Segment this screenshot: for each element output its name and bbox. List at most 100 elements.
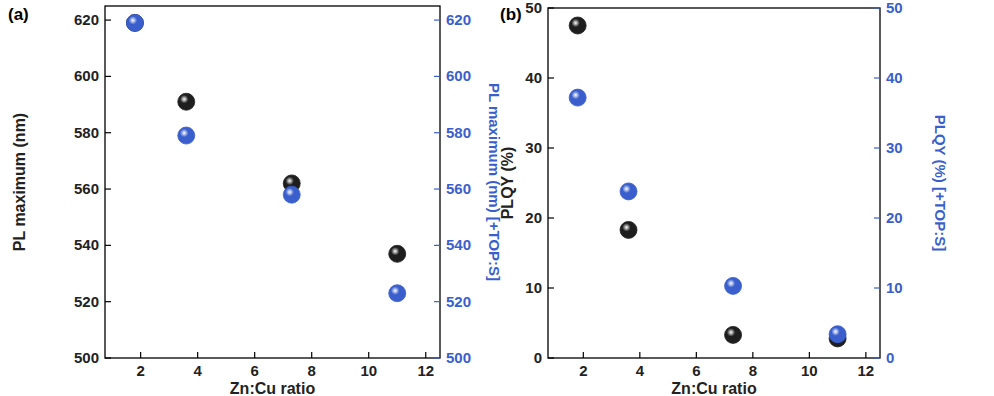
x-tick-label: 10 (801, 362, 818, 379)
marks (126, 14, 405, 301)
y-tick-label: 580 (74, 124, 99, 141)
x-tick (809, 352, 810, 358)
y-tick (548, 357, 554, 358)
x-tick-label: 12 (417, 362, 434, 379)
panel: 246810120102030405001020304050Zn:Cu rati… (499, 0, 949, 396)
y2-tick-label: 0 (886, 349, 894, 366)
point (569, 89, 586, 106)
x-tick (639, 352, 640, 358)
y-tick (105, 357, 111, 358)
y-tick-label: 560 (74, 180, 99, 197)
y2-tick (434, 76, 440, 77)
y-tick-label: 520 (74, 293, 99, 310)
x-tick-label: 10 (360, 362, 377, 379)
panel-label: (b) (500, 5, 522, 24)
point (569, 17, 586, 34)
figure: 2468101250052054056058060062050052054056… (0, 0, 994, 396)
x-tick (865, 352, 866, 358)
x-tick-label: 12 (858, 362, 875, 379)
y2-tick (434, 19, 440, 20)
point (620, 183, 637, 200)
y2-tick (874, 357, 880, 358)
x-tick-label: 8 (308, 362, 316, 379)
y-tick (548, 287, 554, 288)
y2-tick (434, 357, 440, 358)
y2-tick-label: 620 (446, 11, 471, 28)
x-axis-title: Zn:Cu ratio (230, 380, 316, 396)
x-tick (197, 352, 198, 358)
x-tick-label: 4 (636, 362, 645, 379)
y2-tick (874, 217, 880, 218)
y2-tick (434, 245, 440, 246)
y2-tick (434, 132, 440, 133)
y2-tick (874, 77, 880, 78)
x-tick (583, 352, 584, 358)
point (126, 14, 143, 31)
x-tick (696, 352, 697, 358)
point (283, 186, 300, 203)
y-tick-label: 20 (525, 209, 542, 226)
y-tick-label: 10 (525, 279, 542, 296)
y-axis-title: PL maximum (nm) (11, 113, 28, 251)
x-axis-title: Zn:Cu ratio (671, 380, 757, 396)
y-tick (105, 301, 111, 302)
y2-tick-label: 50 (886, 0, 903, 16)
y2-tick-label: 40 (886, 69, 903, 86)
y-tick (105, 132, 111, 133)
y2-tick-label: 540 (446, 236, 471, 253)
y2-tick-label: 520 (446, 293, 471, 310)
y2-axis-title: PLQY (%) [+TOP:S] (932, 115, 949, 252)
y-tick-label: 50 (525, 0, 542, 16)
marks (569, 17, 846, 347)
panel-label: (a) (8, 5, 29, 24)
x-tick-label: 4 (193, 362, 202, 379)
y2-tick-label: 600 (446, 67, 471, 84)
y-tick (105, 245, 111, 246)
plot-frame (548, 8, 880, 358)
point (829, 326, 846, 343)
y2-tick-label: 20 (886, 209, 903, 226)
y2-tick-label: 580 (446, 124, 471, 141)
y-tick-label: 620 (74, 11, 99, 28)
point (620, 221, 637, 238)
point (178, 127, 195, 144)
y-tick-label: 40 (525, 69, 542, 86)
x-tick-label: 2 (136, 362, 144, 379)
x-tick (254, 352, 255, 358)
x-tick-label: 8 (749, 362, 757, 379)
panel: 2468101250052054056058060062050052054056… (8, 5, 503, 396)
y2-tick-label: 500 (446, 349, 471, 366)
y2-tick-label: 560 (446, 180, 471, 197)
y2-tick (874, 147, 880, 148)
x-tick (368, 352, 369, 358)
y-tick-label: 0 (534, 349, 542, 366)
y-tick (548, 77, 554, 78)
y-tick-label: 30 (525, 139, 542, 156)
x-tick (311, 352, 312, 358)
point (126, 14, 143, 31)
y2-tick-label: 10 (886, 279, 903, 296)
y-tick-label: 600 (74, 67, 99, 84)
x-tick-label: 6 (251, 362, 259, 379)
y-tick (105, 76, 111, 77)
y-tick (105, 19, 111, 20)
y-tick (548, 147, 554, 148)
x-tick-label: 2 (579, 362, 587, 379)
y-tick-label: 500 (74, 349, 99, 366)
point (178, 93, 195, 110)
point (389, 285, 406, 302)
x-tick (425, 352, 426, 358)
y2-tick-label: 30 (886, 139, 903, 156)
point (725, 326, 742, 343)
y2-tick (874, 287, 880, 288)
x-tick (752, 352, 753, 358)
y2-tick (434, 301, 440, 302)
point (725, 277, 742, 294)
y-tick (548, 7, 554, 8)
y2-tick (874, 7, 880, 8)
x-tick (140, 352, 141, 358)
y-tick (105, 188, 111, 189)
y2-tick (434, 188, 440, 189)
plot-frame (105, 6, 440, 358)
y-tick (548, 217, 554, 218)
